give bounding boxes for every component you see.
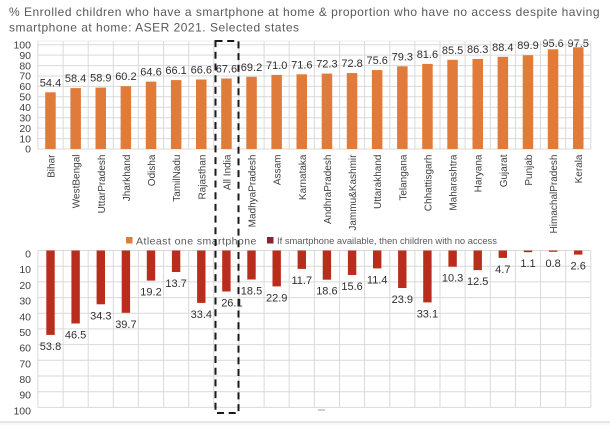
svg-text:66.1: 66.1 bbox=[165, 65, 186, 77]
svg-text:90: 90 bbox=[19, 390, 31, 402]
svg-text:18.6: 18.6 bbox=[316, 286, 337, 298]
svg-text:71.0: 71.0 bbox=[266, 60, 287, 72]
svg-text:58.9: 58.9 bbox=[90, 73, 111, 85]
svg-text:Gujarat: Gujarat bbox=[499, 154, 510, 187]
svg-text:40: 40 bbox=[19, 102, 31, 114]
svg-text:Jharkhand: Jharkhand bbox=[122, 155, 133, 202]
svg-text:Punjab: Punjab bbox=[524, 154, 535, 186]
svg-text:95.6: 95.6 bbox=[542, 38, 563, 50]
svg-text:HimachalPradesh: HimachalPradesh bbox=[549, 155, 560, 234]
svg-text:100: 100 bbox=[13, 405, 31, 417]
svg-text:50: 50 bbox=[19, 92, 31, 104]
svg-text:60: 60 bbox=[19, 343, 31, 355]
svg-text:88.4: 88.4 bbox=[492, 42, 513, 54]
svg-text:67.6: 67.6 bbox=[216, 64, 237, 76]
svg-text:% Enrolled children who have a: % Enrolled children who have a smartphon… bbox=[9, 5, 600, 19]
svg-text:20: 20 bbox=[19, 280, 31, 292]
svg-text:75.6: 75.6 bbox=[366, 55, 387, 67]
svg-text:0.8: 0.8 bbox=[545, 258, 560, 270]
svg-text:Atleast one smartphone: Atleast one smartphone bbox=[136, 236, 257, 248]
svg-text:WestBengal: WestBengal bbox=[72, 155, 83, 209]
svg-text:Chhattisgarh: Chhattisgarh bbox=[423, 155, 434, 212]
svg-text:60: 60 bbox=[19, 81, 31, 93]
svg-text:72.3: 72.3 bbox=[316, 59, 337, 71]
svg-text:Odisha: Odisha bbox=[147, 154, 158, 186]
svg-text:10: 10 bbox=[19, 264, 31, 276]
svg-text:2.6: 2.6 bbox=[571, 261, 586, 273]
svg-text:Rajasthan: Rajasthan bbox=[197, 155, 208, 200]
svg-text:70: 70 bbox=[19, 358, 31, 370]
svg-text:1.1: 1.1 bbox=[520, 258, 535, 270]
svg-text:33.4: 33.4 bbox=[191, 309, 212, 321]
svg-text:12.5: 12.5 bbox=[467, 276, 488, 288]
svg-text:smartphone at home: ASER 2021.: smartphone at home: ASER 2021. Selected … bbox=[9, 21, 300, 35]
svg-text:97.5: 97.5 bbox=[567, 38, 588, 50]
svg-text:11.7: 11.7 bbox=[292, 275, 313, 287]
svg-text:80: 80 bbox=[19, 60, 31, 72]
svg-text:34.3: 34.3 bbox=[90, 310, 111, 322]
svg-text:13.7: 13.7 bbox=[165, 278, 186, 290]
svg-text:0: 0 bbox=[25, 144, 31, 156]
svg-text:72.8: 72.8 bbox=[341, 58, 362, 70]
svg-text:53.8: 53.8 bbox=[40, 341, 61, 353]
svg-text:Assam: Assam bbox=[273, 155, 284, 186]
svg-text:40: 40 bbox=[19, 311, 31, 323]
svg-text:46.5: 46.5 bbox=[65, 330, 86, 342]
svg-text:10: 10 bbox=[19, 133, 31, 145]
svg-text:10.3: 10.3 bbox=[442, 273, 463, 285]
svg-text:86.3: 86.3 bbox=[467, 44, 488, 56]
svg-text:69.2: 69.2 bbox=[241, 62, 262, 74]
svg-text:80: 80 bbox=[19, 374, 31, 386]
svg-text:15.6: 15.6 bbox=[341, 281, 362, 293]
svg-text:85.5: 85.5 bbox=[442, 45, 463, 57]
svg-text:64.6: 64.6 bbox=[140, 67, 161, 79]
svg-text:33.1: 33.1 bbox=[417, 308, 438, 320]
svg-text:TamilNadu: TamilNadu bbox=[172, 155, 183, 202]
svg-text:19.2: 19.2 bbox=[140, 287, 161, 299]
svg-text:Uttarakhand: Uttarakhand bbox=[373, 155, 384, 209]
svg-text:MadhyaPradesh: MadhyaPradesh bbox=[248, 155, 259, 228]
svg-text:30: 30 bbox=[19, 296, 31, 308]
svg-text:30: 30 bbox=[19, 112, 31, 124]
svg-text:50: 50 bbox=[19, 327, 31, 339]
svg-text:11.4: 11.4 bbox=[367, 274, 388, 286]
svg-text:26.1: 26.1 bbox=[221, 298, 242, 310]
svg-text:54.4: 54.4 bbox=[40, 77, 61, 89]
svg-text:Karnataka: Karnataka bbox=[298, 154, 309, 200]
svg-text:90: 90 bbox=[19, 50, 31, 62]
svg-text:All India: All India bbox=[222, 154, 233, 190]
svg-text:23.9: 23.9 bbox=[392, 294, 413, 306]
svg-text:Bihar: Bihar bbox=[47, 154, 58, 178]
svg-text:UttarPradesh: UttarPradesh bbox=[97, 155, 108, 214]
svg-text:Telangana: Telangana bbox=[398, 154, 409, 201]
svg-text:81.6: 81.6 bbox=[417, 49, 438, 61]
svg-text:60.2: 60.2 bbox=[115, 71, 136, 83]
svg-text:100: 100 bbox=[13, 39, 31, 51]
svg-text:Kerala: Kerala bbox=[574, 154, 585, 183]
svg-text:39.7: 39.7 bbox=[115, 319, 136, 331]
svg-text:If smartphone available, then: If smartphone available, then children w… bbox=[277, 235, 497, 246]
svg-text:71.6: 71.6 bbox=[291, 59, 312, 71]
svg-text:89.9: 89.9 bbox=[517, 40, 538, 52]
svg-text:Maharashtra: Maharashtra bbox=[449, 154, 460, 211]
svg-text:20: 20 bbox=[19, 123, 31, 135]
svg-text:79.3: 79.3 bbox=[392, 51, 413, 63]
svg-text:AndhraPradesh: AndhraPradesh bbox=[323, 155, 334, 225]
svg-text:66.6: 66.6 bbox=[191, 65, 212, 77]
svg-text:4.7: 4.7 bbox=[495, 264, 510, 276]
svg-text:Haryana: Haryana bbox=[474, 154, 485, 192]
svg-text:70: 70 bbox=[19, 71, 31, 83]
svg-text:18.5: 18.5 bbox=[241, 286, 262, 298]
svg-text:58.4: 58.4 bbox=[65, 73, 86, 85]
svg-text:Jammu&Kashmir: Jammu&Kashmir bbox=[348, 154, 359, 231]
svg-text:22.9: 22.9 bbox=[266, 292, 287, 304]
svg-text:0: 0 bbox=[25, 249, 31, 261]
